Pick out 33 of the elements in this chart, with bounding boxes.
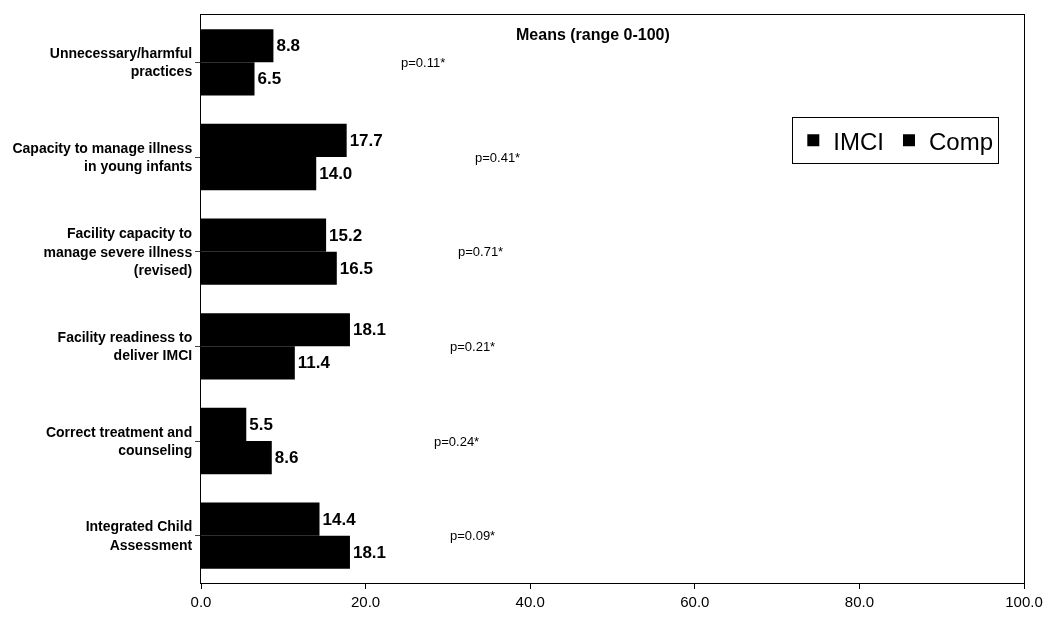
data-label: 14.4 [322,509,357,529]
legend-label: IMCI [833,127,884,155]
y-tick-label: Capacity to manage illness in young infants [12,139,193,174]
x-tick-label: 100.0 [1005,593,1043,610]
annotation: p=0.09* [450,528,496,543]
y-tick-label: Integrated Child Assessment [85,518,193,553]
data-label: 18.1 [352,542,387,562]
annotation: p=0.11* [401,55,446,70]
x-tick-label: 0.0 [190,593,212,610]
y-tick-label: Facility readiness to deliver IMCI [57,329,193,364]
data-label: 8.6 [274,448,299,468]
annotation: Means (range 0-100) [516,26,670,43]
annotation: p=0.24* [434,434,480,449]
data-label: 16.5 [339,258,373,278]
y-tick-label: Unnecessary/harmful practices [49,45,193,80]
data-label: 8.8 [276,36,301,56]
data-label: 18.1 [352,320,387,340]
legend-label: Comp [928,127,994,155]
annotation: p=0.71* [458,244,504,259]
x-tick-label: 20.0 [351,593,381,610]
data-label: 17.7 [349,130,383,150]
y-tick-label: Correct treatment and counseling [45,423,193,458]
data-label: 14.0 [319,164,353,184]
x-tick-label: 80.0 [844,593,874,610]
x-tick-label: 60.0 [680,593,710,610]
data-label: 5.5 [249,414,273,434]
data-label: 11.4 [297,353,331,373]
data-label: 15.2 [329,225,363,245]
data-label: 6.5 [257,69,282,89]
x-tick-label: 40.0 [515,593,545,610]
annotation: p=0.21* [450,339,496,354]
annotation: p=0.41* [475,150,521,165]
y-tick-label: Facility capacity to manage severe illness (revised) [43,225,193,278]
